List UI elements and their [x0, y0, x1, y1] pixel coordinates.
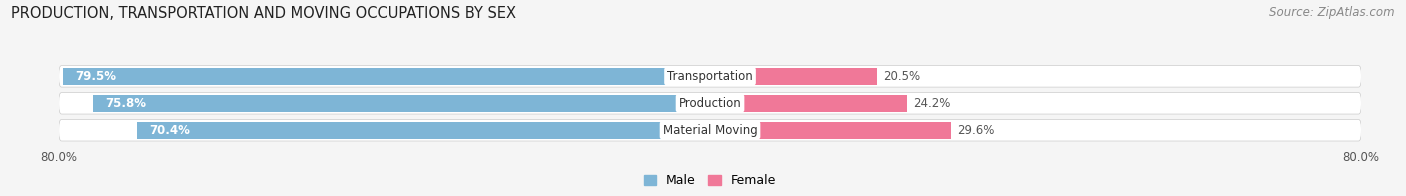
- Bar: [710, 122, 950, 139]
- Legend: Male, Female: Male, Female: [638, 169, 782, 192]
- Text: PRODUCTION, TRANSPORTATION AND MOVING OCCUPATIONS BY SEX: PRODUCTION, TRANSPORTATION AND MOVING OC…: [11, 6, 516, 21]
- Text: 29.6%: 29.6%: [957, 124, 995, 137]
- Text: 20.5%: 20.5%: [883, 70, 921, 83]
- Text: 70.4%: 70.4%: [149, 124, 190, 137]
- Bar: [93, 95, 710, 112]
- FancyBboxPatch shape: [59, 93, 1361, 114]
- Bar: [63, 68, 710, 85]
- Text: Transportation: Transportation: [668, 70, 752, 83]
- Text: 24.2%: 24.2%: [914, 97, 950, 110]
- FancyBboxPatch shape: [59, 65, 1361, 87]
- Text: Material Moving: Material Moving: [662, 124, 758, 137]
- Text: 75.8%: 75.8%: [105, 97, 146, 110]
- FancyBboxPatch shape: [59, 119, 1361, 141]
- Bar: [710, 68, 877, 85]
- Bar: [138, 122, 710, 139]
- Bar: [710, 95, 907, 112]
- Text: 79.5%: 79.5%: [76, 70, 117, 83]
- Text: Production: Production: [679, 97, 741, 110]
- Text: Source: ZipAtlas.com: Source: ZipAtlas.com: [1270, 6, 1395, 19]
